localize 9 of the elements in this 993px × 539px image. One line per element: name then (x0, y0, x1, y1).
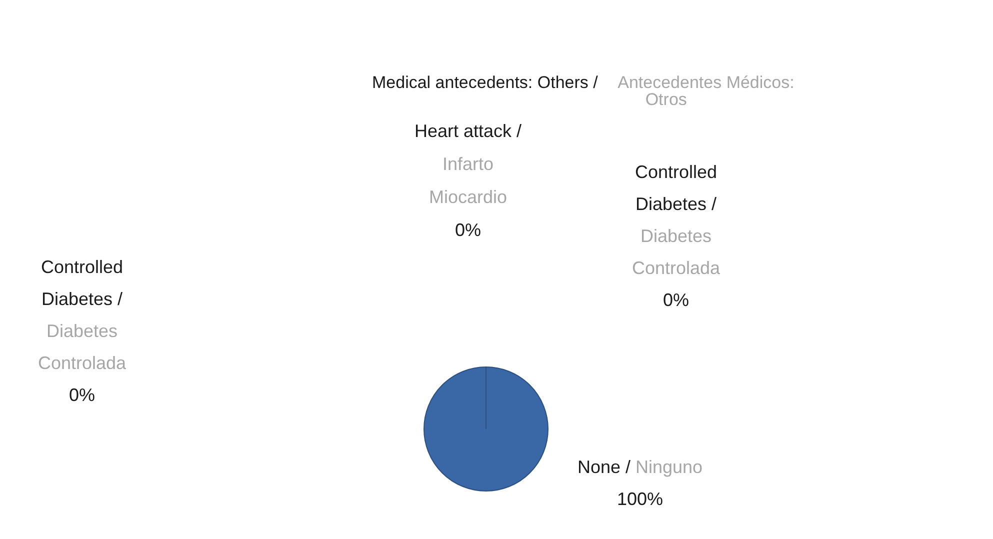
slice-label: None / Ninguno (577, 457, 703, 477)
category-label: Controlled Diabetes / Diabetes Controlada (632, 162, 720, 278)
text: 0% (454, 220, 482, 240)
text: 0% (68, 385, 96, 405)
category-label: Controlled Diabetes / Diabetes Controlada (38, 257, 126, 373)
chart-title: Medical antecedents: Others / Antecedentes Médicos: Otros (372, 73, 794, 109)
text: 0% (662, 290, 690, 310)
data-label: 100% (616, 489, 664, 509)
category-label: Heart attack / Infarto Miocardio (414, 121, 522, 207)
